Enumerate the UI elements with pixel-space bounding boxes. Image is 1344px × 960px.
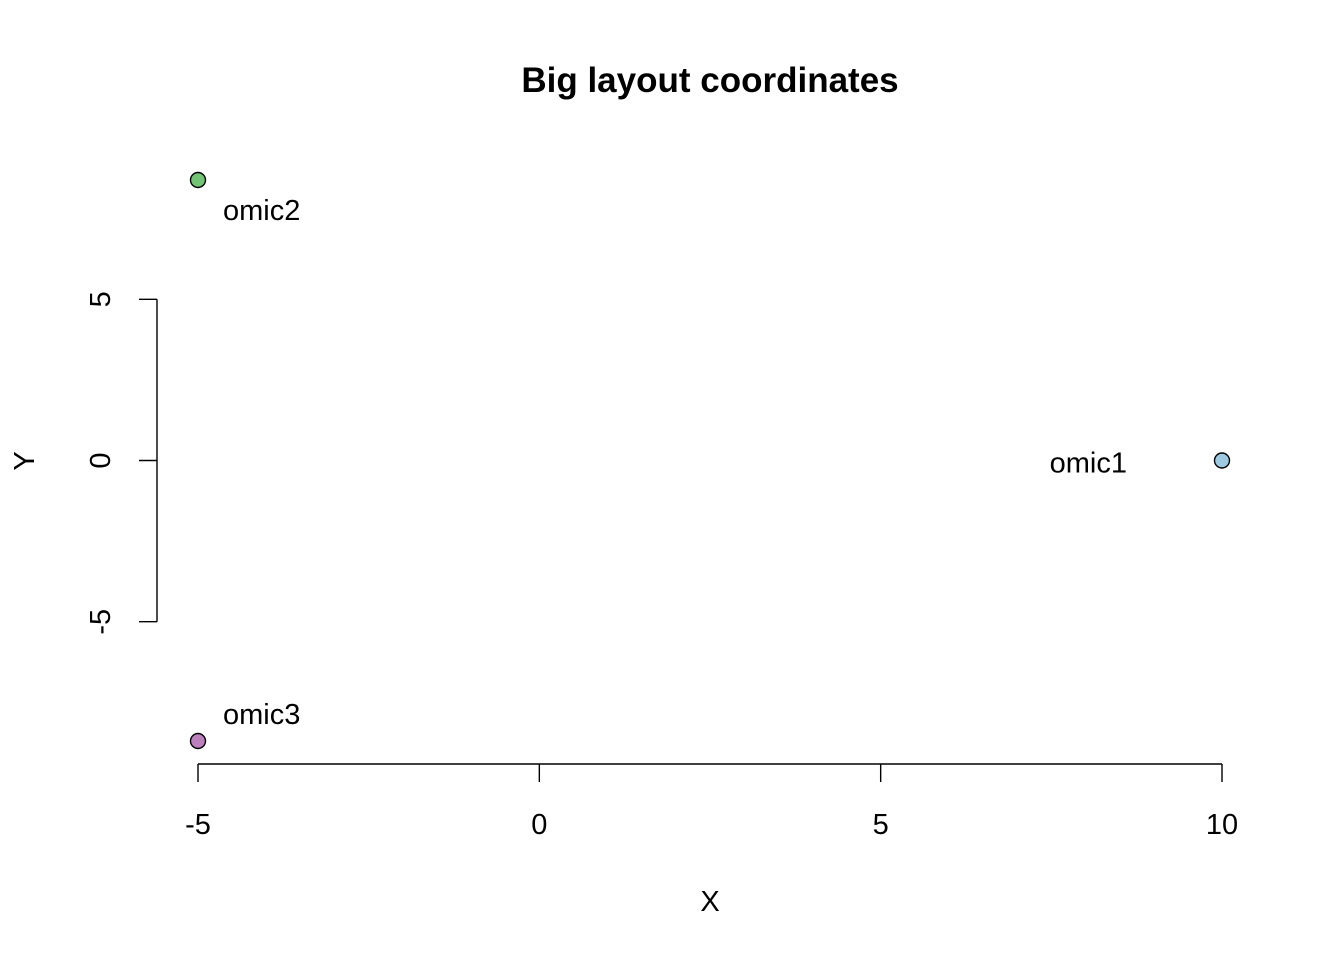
x-tick-label: -5 (185, 809, 211, 841)
point-label-omic3: omic3 (223, 699, 300, 731)
data-point-omic1 (1213, 452, 1231, 469)
y-tick-label: 5 (85, 291, 117, 307)
x-axis: -5 0 5 10 (185, 763, 1238, 841)
x-tick-label: 10 (1206, 809, 1238, 841)
y-axis: -5 0 5 (85, 291, 158, 635)
data-point-omic2 (189, 171, 207, 189)
chart-title: Big layout coordinates (521, 61, 898, 100)
point-labels: omic1 omic2 omic3 (223, 195, 1127, 731)
x-tick-label: 0 (531, 809, 547, 841)
y-axis-title: Y (9, 451, 41, 470)
x-axis-title: X (700, 886, 719, 918)
data-points (189, 171, 1231, 750)
data-point-omic3 (189, 732, 207, 750)
y-tick-label: -5 (85, 609, 117, 635)
y-tick-label: 0 (85, 452, 117, 468)
point-label-omic2: omic2 (223, 195, 300, 227)
x-tick-label: 5 (873, 809, 889, 841)
point-label-omic1: omic1 (1050, 448, 1127, 480)
